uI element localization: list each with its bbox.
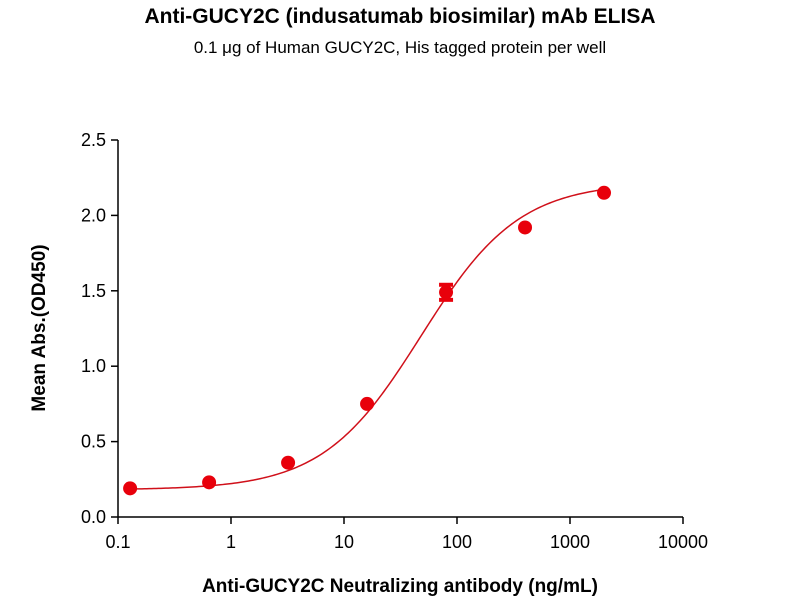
chart-subtitle: 0.1 μg of Human GUCY2C, His tagged prote…: [194, 38, 606, 57]
y-tick-label: 2.5: [81, 130, 106, 150]
x-tick-label: 0.1: [105, 532, 130, 552]
data-point: [597, 185, 612, 200]
x-tick-label: 10000: [658, 532, 708, 552]
y-tick-label: 0.0: [81, 507, 106, 527]
x-tick-label: 10: [334, 532, 354, 552]
x-axis-label: Anti-GUCY2C Neutralizing antibody (ng/mL…: [202, 576, 598, 597]
axes: 0.1 1 10 100 1000 10000 0.0 0.5 1.0 1.5 2.0 2.5: [81, 130, 708, 552]
data-points-layer: [123, 185, 612, 496]
data-point: [439, 285, 454, 300]
x-tick-label: 1: [226, 532, 236, 552]
data-point: [518, 220, 533, 235]
y-tick-label: 1.0: [81, 356, 106, 376]
y-axis-label: Mean Abs.(OD450): [29, 244, 50, 411]
x-tick-label: 100: [442, 532, 472, 552]
data-point: [202, 475, 217, 490]
chart-title: Anti-GUCY2C (indusatumab biosimilar) mAb…: [144, 5, 655, 28]
data-point: [360, 396, 375, 411]
fit-curve: [130, 188, 605, 490]
y-tick-label: 1.5: [81, 281, 106, 301]
fit-curve-layer: [130, 188, 605, 490]
data-point: [123, 481, 138, 496]
data-point: [281, 455, 296, 470]
y-tick-label: 2.0: [81, 205, 106, 225]
y-tick-label: 0.5: [81, 432, 106, 452]
x-tick-label: 1000: [550, 532, 590, 552]
